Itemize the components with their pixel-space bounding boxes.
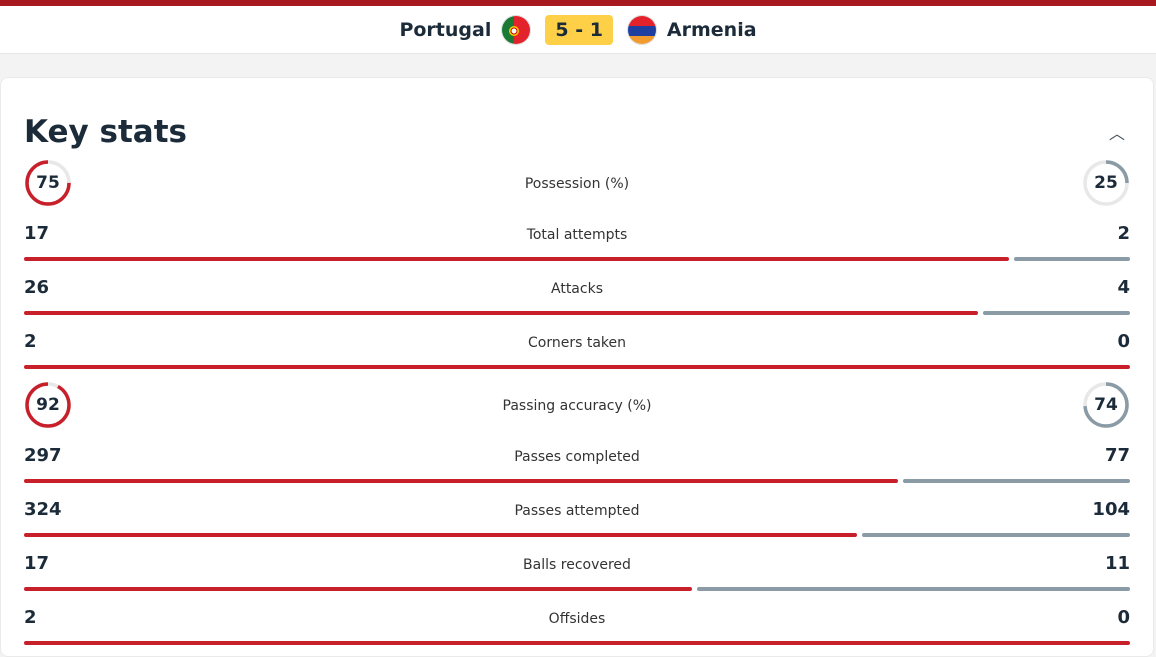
home-bar bbox=[24, 257, 1010, 261]
away-value: 4 bbox=[1117, 277, 1130, 298]
home-bar bbox=[24, 311, 979, 315]
away-value: 0 bbox=[1117, 331, 1130, 352]
away-bar bbox=[1014, 257, 1130, 261]
ring-arc bbox=[1083, 382, 1129, 428]
stat-label: Passing accuracy (%) bbox=[502, 398, 652, 414]
stat-label: Balls recovered bbox=[523, 557, 631, 573]
home-value: 297 bbox=[24, 445, 62, 466]
away-ring: 25 bbox=[1082, 159, 1130, 207]
comparison-bar bbox=[24, 533, 1130, 537]
home-ring-value: 75 bbox=[36, 173, 60, 193]
stat-label: Corners taken bbox=[528, 335, 626, 351]
home-value: 17 bbox=[24, 223, 50, 244]
stat-row: 2 Offsides 0 bbox=[24, 607, 1130, 657]
away-ring-value: 74 bbox=[1094, 395, 1118, 415]
home-bar bbox=[24, 365, 1130, 369]
home-team-name[interactable]: Portugal bbox=[399, 18, 492, 41]
away-value: 104 bbox=[1092, 499, 1130, 520]
comparison-bar bbox=[24, 365, 1130, 369]
home-ring: 92 bbox=[24, 381, 72, 429]
chevron-up-icon[interactable]: ︿ bbox=[1109, 124, 1126, 143]
top-accent-bar bbox=[0, 0, 1156, 6]
armenia-flag-icon bbox=[626, 14, 657, 45]
match-score: 5 - 1 bbox=[545, 14, 613, 45]
away-bar bbox=[697, 587, 1130, 591]
match-header: Portugal 5 - 1 Armenia bbox=[0, 6, 1156, 54]
ring-arc bbox=[1083, 160, 1129, 206]
ring-arc bbox=[25, 382, 71, 428]
section-title: Key stats bbox=[24, 114, 187, 150]
stat-row: 17 Total attempts 2 bbox=[24, 223, 1130, 273]
home-bar bbox=[24, 587, 693, 591]
comparison-bar bbox=[24, 311, 1130, 315]
home-ring: 75 bbox=[24, 159, 72, 207]
home-bar bbox=[24, 479, 899, 483]
ring-stat-row: 75 Possession (%) 25 bbox=[24, 159, 1130, 211]
stat-label: Passes completed bbox=[514, 449, 640, 465]
stat-label: Offsides bbox=[548, 611, 606, 627]
stat-row: 297 Passes completed 77 bbox=[24, 445, 1130, 495]
stat-label: Total attempts bbox=[526, 227, 628, 243]
away-value: 2 bbox=[1117, 223, 1130, 244]
comparison-bar bbox=[24, 479, 1130, 483]
away-ring-value: 25 bbox=[1094, 173, 1118, 193]
away-bar bbox=[862, 533, 1130, 537]
away-value: 77 bbox=[1104, 445, 1130, 466]
away-value: 0 bbox=[1117, 607, 1130, 628]
stat-row: 2 Corners taken 0 bbox=[24, 331, 1130, 381]
home-bar bbox=[24, 641, 1130, 645]
away-value: 11 bbox=[1104, 553, 1130, 574]
home-bar bbox=[24, 533, 858, 537]
home-ring-value: 92 bbox=[36, 395, 60, 415]
home-value: 324 bbox=[24, 499, 62, 520]
stat-label: Attacks bbox=[551, 281, 603, 297]
stat-row: 26 Attacks 4 bbox=[24, 277, 1130, 327]
ring-stat-row: 92 Passing accuracy (%) 74 bbox=[24, 381, 1130, 433]
comparison-bar bbox=[24, 257, 1130, 261]
away-team-name[interactable]: Armenia bbox=[666, 18, 757, 41]
comparison-bar bbox=[24, 587, 1130, 591]
stat-row: 324 Passes attempted 104 bbox=[24, 499, 1130, 549]
key-stats-card: Key stats ︿ 75 Possession (%) 25 17 Total at… bbox=[0, 77, 1154, 657]
home-value: 2 bbox=[24, 331, 37, 352]
home-value: 17 bbox=[24, 553, 50, 574]
comparison-bar bbox=[24, 641, 1130, 645]
home-value: 26 bbox=[24, 277, 50, 298]
stat-label: Possession (%) bbox=[524, 176, 630, 192]
portugal-flag-icon bbox=[501, 14, 532, 45]
stat-row: 17 Balls recovered 11 bbox=[24, 553, 1130, 603]
home-value: 2 bbox=[24, 607, 37, 628]
ring-arc bbox=[25, 160, 71, 206]
away-bar bbox=[983, 311, 1130, 315]
away-ring: 74 bbox=[1082, 381, 1130, 429]
away-bar bbox=[903, 479, 1130, 483]
stat-label: Passes attempted bbox=[514, 503, 640, 519]
